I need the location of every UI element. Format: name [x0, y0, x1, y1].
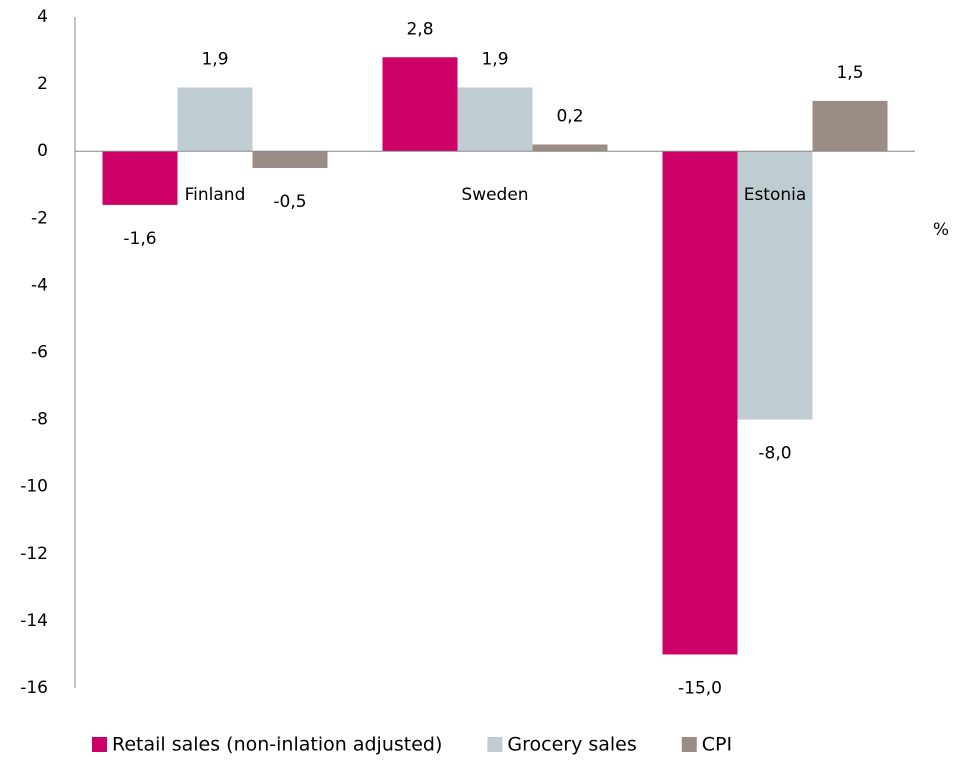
- y-tick-label: -6: [31, 343, 48, 363]
- y-tick-label: -10: [20, 477, 48, 497]
- bar: [382, 57, 458, 152]
- legend-label: Retail sales (non-inlation adjusted): [112, 734, 442, 756]
- value-label: -8,0: [758, 444, 791, 464]
- bar: [457, 87, 533, 152]
- y-tick-label: -12: [20, 544, 48, 564]
- y-tick-label: -2: [31, 208, 48, 228]
- legend-label: CPI: [702, 734, 732, 756]
- value-label: 1,9: [201, 49, 228, 69]
- bar: [252, 151, 328, 168]
- y-tick-label: -16: [20, 678, 48, 698]
- value-label: 0,2: [556, 106, 583, 126]
- y-tick-label: -4: [31, 275, 48, 295]
- bar: [177, 87, 253, 152]
- bar: [532, 144, 608, 152]
- value-label: 1,5: [836, 63, 863, 83]
- y-tick-label: 4: [37, 7, 48, 27]
- x-tick-label: Finland: [185, 185, 246, 205]
- y-tick-label: -14: [20, 611, 48, 631]
- legend-swatch: [92, 737, 107, 752]
- x-tick-label: Estonia: [744, 185, 807, 205]
- value-label: 1,9: [481, 49, 508, 69]
- value-label: -1,6: [123, 229, 156, 249]
- bar: [737, 151, 813, 420]
- bar: [102, 151, 178, 205]
- y-tick-label: 2: [37, 74, 48, 94]
- bar: [812, 100, 888, 152]
- value-label: -15,0: [678, 678, 722, 698]
- x-tick-label: Sweden: [461, 185, 528, 205]
- legend-swatch: [487, 737, 503, 752]
- legend-label: Grocery sales: [507, 734, 636, 756]
- y-tick-label: 0: [37, 141, 48, 161]
- value-label: 2,8: [406, 19, 433, 39]
- value-label: -0,5: [273, 192, 306, 212]
- legend-swatch: [681, 737, 697, 752]
- bar: [662, 151, 738, 655]
- y-tick-label: -8: [31, 410, 48, 430]
- y-axis-label: %: [933, 220, 949, 240]
